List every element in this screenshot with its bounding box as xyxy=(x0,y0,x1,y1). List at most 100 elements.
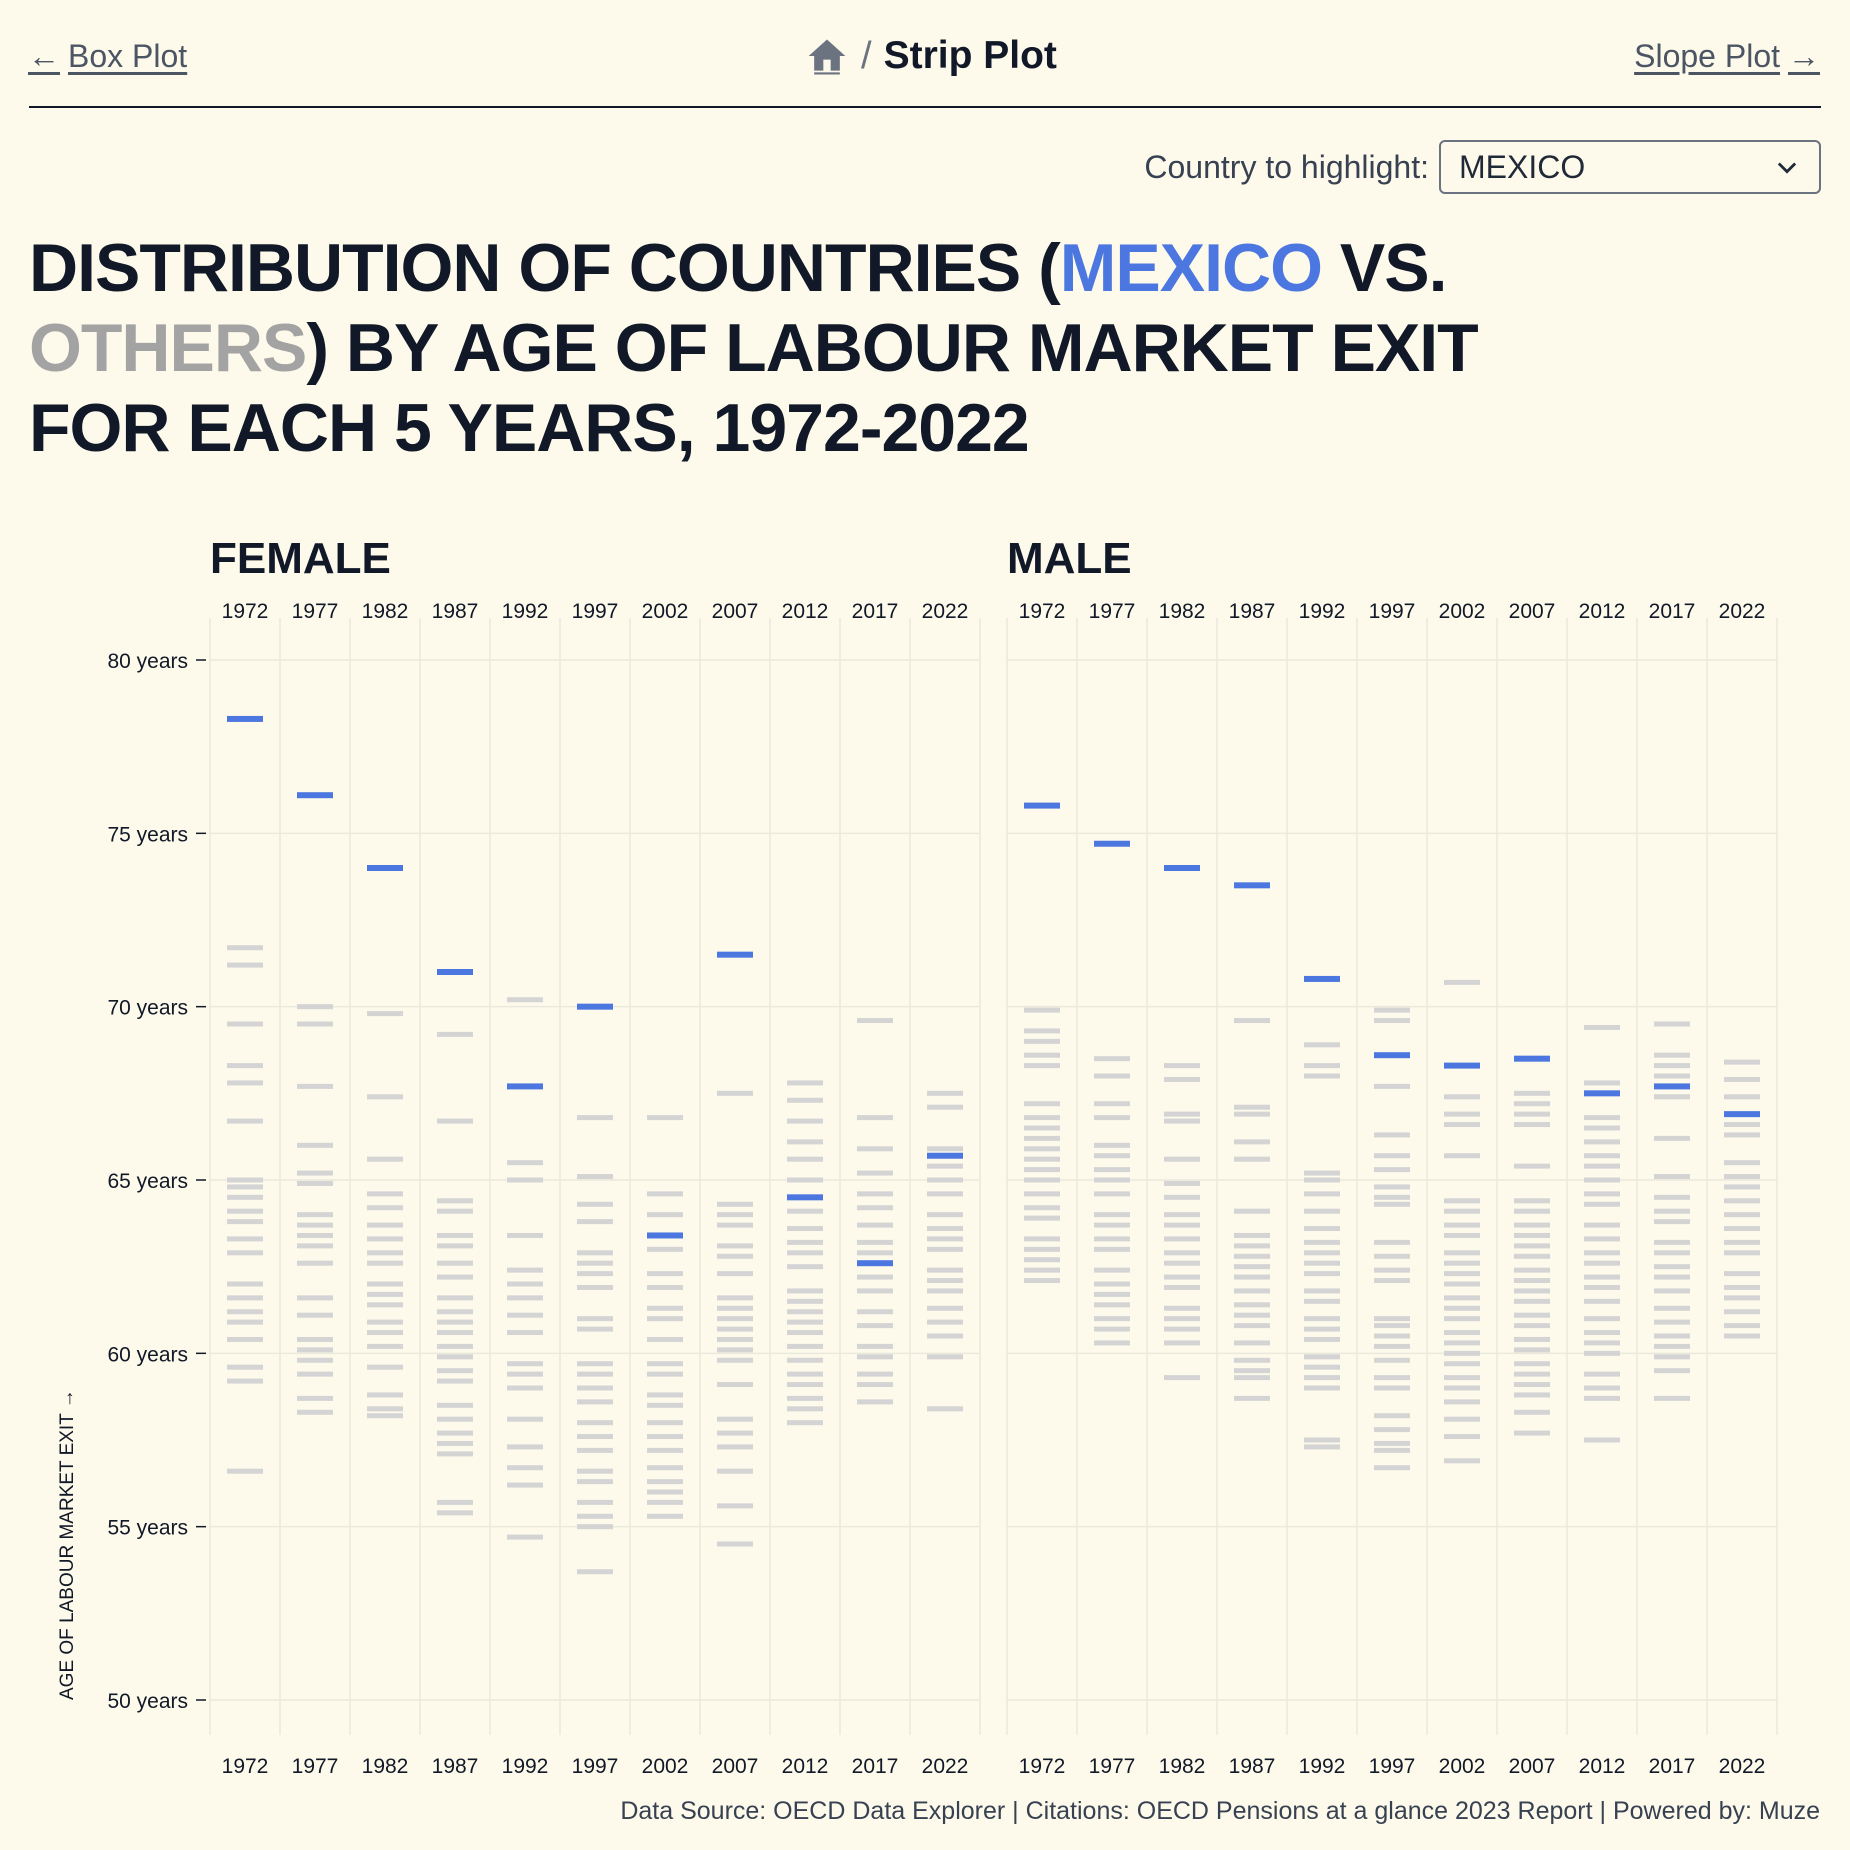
strip-mark-other xyxy=(1444,1232,1480,1238)
x-tick-label-bottom: 2017 xyxy=(852,1755,899,1778)
strip-mark-other xyxy=(227,1378,263,1384)
strip-mark-other xyxy=(1164,1274,1200,1280)
strip-mark-other xyxy=(1024,1063,1060,1069)
strip-mark-other xyxy=(1584,1191,1620,1197)
strip-mark-other xyxy=(1584,1395,1620,1401)
x-tick-label-top: 2002 xyxy=(642,600,689,623)
strip-mark-other xyxy=(367,1205,403,1211)
strip-mark-other xyxy=(927,1319,963,1325)
strip-mark-other xyxy=(787,1156,823,1162)
strip-mark-other xyxy=(717,1468,753,1474)
strip-mark-other xyxy=(787,1097,823,1103)
strip-mark-other xyxy=(1584,1201,1620,1207)
strip-mark-other xyxy=(1304,1326,1340,1332)
strip-mark-other xyxy=(507,1465,543,1471)
strip-mark-other xyxy=(647,1305,683,1311)
strip-mark-other xyxy=(1444,1385,1480,1391)
strip-mark-highlight xyxy=(927,1152,963,1159)
strip-mark-other xyxy=(787,1357,823,1363)
x-tick-label-bottom: 1992 xyxy=(502,1755,549,1778)
strip-mark-other xyxy=(927,1090,963,1096)
strip-mark-other xyxy=(717,1444,753,1450)
strip-mark-other xyxy=(1444,1208,1480,1214)
strip-mark-other xyxy=(717,1243,753,1249)
strip-mark-other xyxy=(1584,1024,1620,1030)
strip-mark-other xyxy=(1584,1316,1620,1322)
strip-mark-other xyxy=(1304,1226,1340,1232)
strip-mark-other xyxy=(507,1177,543,1183)
home-icon[interactable] xyxy=(805,34,849,78)
strip-mark-other xyxy=(1444,1330,1480,1336)
strip-mark-other xyxy=(1654,1343,1690,1349)
x-tick-label-bottom: 2017 xyxy=(1649,1755,1696,1778)
panel-title: MALE xyxy=(1007,534,1132,583)
strip-mark-other xyxy=(1374,1253,1410,1259)
strip-mark-other xyxy=(927,1246,963,1252)
strip-mark-other xyxy=(1024,1115,1060,1121)
strip-mark-other xyxy=(1234,1323,1270,1329)
strip-mark-other xyxy=(577,1569,613,1575)
strip-mark-other xyxy=(647,1499,683,1505)
strip-mark-other xyxy=(857,1191,893,1197)
y-tick-label: 50 years xyxy=(107,1690,188,1713)
strip-mark-other xyxy=(1374,1153,1410,1159)
strip-mark-other xyxy=(1374,1018,1410,1024)
strip-mark-other xyxy=(1584,1298,1620,1304)
strip-mark-other xyxy=(367,1011,403,1017)
strip-mark-other xyxy=(1094,1236,1130,1242)
x-tick-label-bottom: 2012 xyxy=(782,1755,829,1778)
strip-mark-other xyxy=(507,1444,543,1450)
strip-mark-other xyxy=(1514,1122,1550,1128)
strip-mark-other xyxy=(787,1382,823,1388)
chevron-down-icon xyxy=(1777,162,1797,174)
country-select[interactable]: MEXICO xyxy=(1439,140,1821,194)
strip-mark-other xyxy=(1234,1104,1270,1110)
x-tick-label-top: 2017 xyxy=(1649,600,1696,623)
prev-page-label: Box Plot xyxy=(68,38,188,74)
strip-mark-other xyxy=(1444,1434,1480,1440)
strip-mark-other xyxy=(1094,1222,1130,1228)
y-tick-label: 70 years xyxy=(107,997,188,1020)
strip-mark-other xyxy=(1514,1336,1550,1342)
strip-mark-other xyxy=(1514,1392,1550,1398)
strip-mark-other xyxy=(1024,1246,1060,1252)
strip-mark-other xyxy=(1514,1323,1550,1329)
strip-mark-other xyxy=(1374,1194,1410,1200)
strip-mark-other xyxy=(227,1219,263,1225)
strip-mark-other xyxy=(1234,1368,1270,1374)
strip-mark-other xyxy=(577,1499,613,1505)
strip-mark-other xyxy=(1514,1361,1550,1367)
strip-mark-other xyxy=(1514,1347,1550,1353)
strip-mark-other xyxy=(787,1309,823,1315)
strip-mark-other xyxy=(1584,1115,1620,1121)
strip-mark-other xyxy=(1304,1191,1340,1197)
strip-mark-other xyxy=(1444,1222,1480,1228)
strip-mark-other xyxy=(1444,1198,1480,1204)
strip-mark-other xyxy=(1234,1111,1270,1117)
strip-mark-other xyxy=(367,1302,403,1308)
strip-mark-other xyxy=(1094,1340,1130,1346)
title-part3: ) BY AGE OF LABOUR MARKET EXIT FOR EACH … xyxy=(29,310,1479,466)
strip-mark-other xyxy=(1444,1416,1480,1422)
x-tick-label-top: 2022 xyxy=(922,600,969,623)
strip-mark-other xyxy=(227,1080,263,1086)
strip-mark-other xyxy=(577,1316,613,1322)
title-others: OTHERS xyxy=(29,310,307,386)
strip-mark-other xyxy=(1654,1194,1690,1200)
strip-mark-other xyxy=(717,1347,753,1353)
strip-mark-other xyxy=(1444,1281,1480,1287)
strip-mark-other xyxy=(647,1271,683,1277)
strip-mark-other xyxy=(857,1274,893,1280)
next-page-link[interactable]: Slope Plot → xyxy=(1634,38,1820,75)
strip-mark-other xyxy=(297,1371,333,1377)
strip-mark-other xyxy=(507,1281,543,1287)
strip-mark-other xyxy=(1304,1316,1340,1322)
prev-page-link[interactable]: ← Box Plot xyxy=(28,38,187,75)
strip-mark-other xyxy=(857,1239,893,1245)
strip-mark-other xyxy=(1654,1333,1690,1339)
strip-mark-highlight xyxy=(1374,1052,1410,1059)
strip-mark-other xyxy=(1164,1284,1200,1290)
strip-mark-other xyxy=(1094,1177,1130,1183)
strip-mark-other xyxy=(1234,1018,1270,1024)
strip-mark-other xyxy=(1024,1052,1060,1058)
